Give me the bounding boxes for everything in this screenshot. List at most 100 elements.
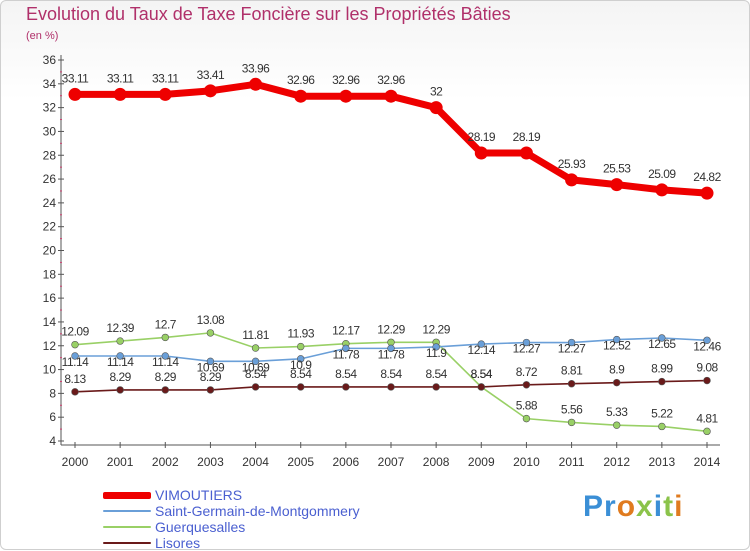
- data-point: [384, 89, 398, 103]
- legend-swatch: [103, 526, 151, 528]
- series-0: [68, 77, 714, 200]
- data-point: [116, 337, 124, 345]
- data-point: [206, 329, 215, 337]
- data-point: [116, 386, 124, 394]
- data-point: [342, 383, 350, 391]
- data-point: [251, 357, 260, 366]
- data-label: 9.08: [696, 361, 718, 375]
- data-label: 8.9: [609, 363, 625, 377]
- x-tick-label: 2002: [152, 455, 179, 469]
- data-label: 33.11: [62, 71, 89, 85]
- y-tick-label: 24: [43, 196, 57, 210]
- data-point: [71, 352, 79, 360]
- x-tick-label: 2001: [107, 455, 134, 469]
- data-label: 8.13: [64, 372, 86, 386]
- y-tick-label: 18: [43, 267, 57, 281]
- data-label: 12.65: [648, 337, 676, 351]
- data-label: 12.39: [106, 321, 134, 335]
- y-tick-label: 8: [49, 386, 56, 400]
- data-point: [522, 414, 531, 423]
- data-label: 10.69: [197, 360, 225, 374]
- data-label: 12.52: [603, 339, 631, 353]
- data-point: [658, 377, 666, 386]
- data-label: 33.41: [197, 68, 225, 82]
- data-point: [432, 383, 440, 391]
- data-point: [477, 383, 485, 391]
- x-tick-label: 2006: [333, 455, 360, 469]
- data-point: [294, 89, 308, 103]
- x-tick-label: 2007: [378, 455, 405, 469]
- x-tick-label: 2000: [62, 455, 89, 469]
- data-label: 12.09: [61, 325, 89, 339]
- data-point: [339, 89, 353, 103]
- legend-item: Saint-Germain-de-Montgommery: [103, 503, 360, 519]
- data-point: [613, 335, 621, 344]
- data-label: 33.96: [242, 61, 270, 75]
- data-point: [477, 340, 485, 348]
- data-point: [474, 146, 488, 160]
- data-point: [251, 344, 260, 352]
- chart-title: Evolution du Taux de Taxe Foncière sur l…: [26, 4, 511, 24]
- data-point: [158, 87, 172, 101]
- data-point: [522, 381, 531, 389]
- data-point: [655, 183, 669, 197]
- data-label: 8.29: [109, 370, 131, 384]
- data-point: [703, 376, 711, 385]
- data-label: 8.81: [561, 364, 583, 378]
- data-label: 8.54: [245, 367, 267, 381]
- y-tick-label: 12: [43, 339, 57, 353]
- data-point: [613, 378, 621, 387]
- x-tick-label: 2013: [649, 455, 676, 469]
- x-tick-label: 2003: [197, 455, 224, 469]
- data-label: 8.72: [516, 365, 538, 379]
- data-label: 28.19: [468, 130, 496, 144]
- data-point: [297, 383, 305, 391]
- data-label: 10.69: [242, 360, 270, 374]
- legend-item: Lisores: [103, 535, 360, 551]
- data-label: 12.17: [332, 324, 360, 338]
- x-tick-label: 2012: [603, 455, 630, 469]
- data-point: [610, 178, 624, 192]
- data-label: 8.29: [200, 370, 222, 384]
- data-point: [567, 338, 576, 347]
- x-tick-label: 2004: [242, 455, 269, 469]
- x-tick-label: 2011: [559, 455, 585, 469]
- data-point: [206, 357, 215, 366]
- data-label: 11.78: [378, 347, 405, 361]
- legend-label: VIMOUTIERS: [155, 487, 243, 503]
- data-point: [161, 352, 169, 360]
- legend-item: Guerquesalles: [103, 519, 360, 535]
- unit-label: (en %): [26, 30, 59, 42]
- series-1: [71, 334, 711, 366]
- proxiti-logo: Proxiti: [583, 490, 684, 523]
- legend: VIMOUTIERS Saint-Germain-de-Montgommery Gu…: [103, 487, 360, 551]
- data-label: 28.19: [513, 130, 541, 144]
- legend-swatch: [103, 542, 151, 544]
- data-label: 8.54: [471, 367, 493, 381]
- data-label: 12.27: [513, 342, 541, 356]
- data-point: [387, 344, 395, 353]
- y-tick-label: 16: [43, 291, 57, 305]
- data-label: 8.29: [155, 370, 177, 384]
- legend-label: Saint-Germain-de-Montgommery: [155, 503, 360, 519]
- x-tick-label: 2014: [694, 455, 721, 469]
- data-label: 12.27: [558, 342, 586, 356]
- data-label: 32.96: [287, 73, 315, 87]
- legend-label: Guerquesalles: [155, 519, 246, 535]
- data-point: [113, 87, 127, 101]
- data-label: 10.9: [290, 358, 312, 372]
- data-label: 12.29: [377, 322, 405, 336]
- data-point: [703, 336, 711, 344]
- data-label: 24.82: [693, 170, 721, 184]
- line-chart: 4 6 8 10 12 14 16 18 20 22 24 26 28 30 32 34 36 2000 2001 2…: [43, 53, 722, 469]
- data-point: [658, 334, 666, 342]
- data-label: 32: [430, 85, 443, 99]
- data-label: 13.08: [197, 313, 225, 327]
- data-point: [565, 173, 579, 187]
- data-label: 11.78: [333, 347, 360, 361]
- y-tick-label: 22: [43, 220, 57, 234]
- y-tick-label: 34: [43, 77, 57, 91]
- data-point: [519, 146, 533, 160]
- data-point: [161, 333, 169, 342]
- y-tick-label: 30: [43, 124, 57, 138]
